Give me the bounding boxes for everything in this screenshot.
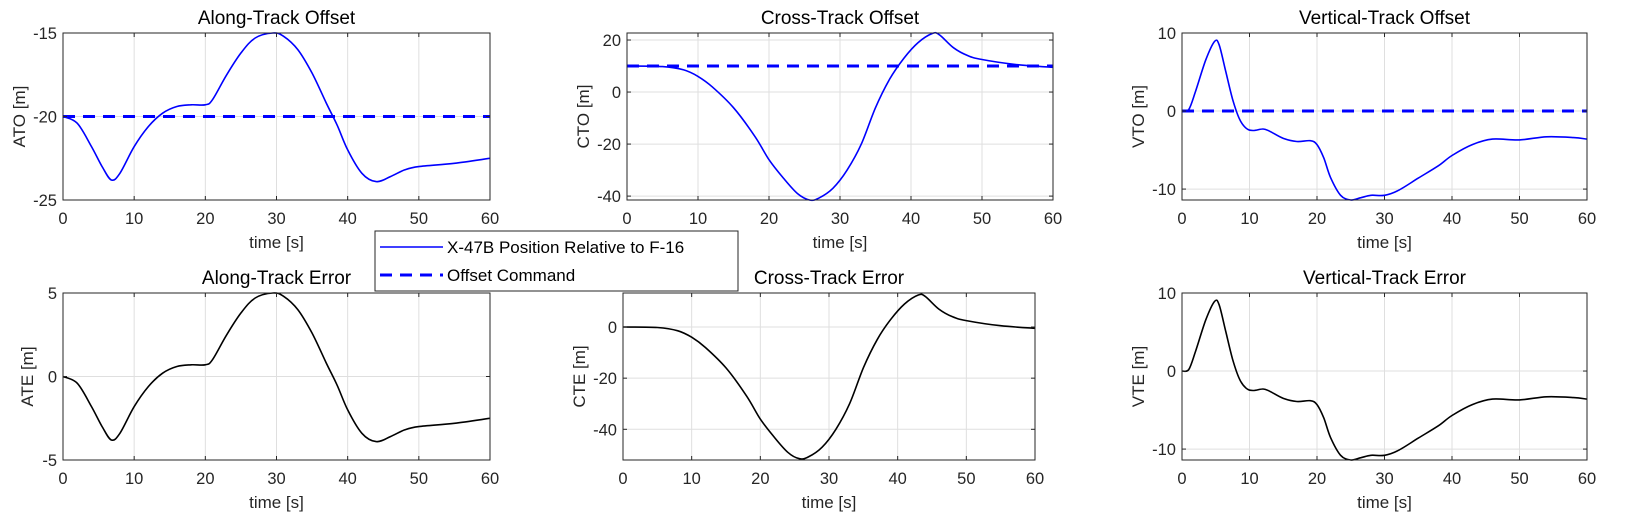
x-tick-label: 20: [751, 470, 769, 488]
subplot-1: 0 10 20 30 40 50 60 -25 -20 -15 Along-Track Offset…: [10, 8, 499, 252]
x-tick-label: 50: [410, 470, 428, 488]
series-line: [627, 31, 1053, 202]
x-tick-label: 40: [338, 470, 356, 488]
x-axis-label: time [s]: [802, 493, 857, 512]
x-tick-label: 0: [58, 470, 67, 488]
series-line: [1182, 299, 1587, 461]
y-tick-label: 0: [608, 319, 617, 337]
x-tick-label: 40: [338, 210, 356, 228]
x-tick-label: 50: [957, 470, 975, 488]
y-axis-label: CTO [m]: [574, 85, 593, 149]
subplot-title: Cross-Track Offset: [761, 8, 920, 29]
x-tick-label: 30: [1375, 210, 1393, 228]
x-tick-label: 60: [1044, 210, 1062, 228]
x-tick-label: 50: [973, 210, 991, 228]
subplot-title: Vertical-Track Offset: [1299, 8, 1471, 29]
x-axis-label: time [s]: [1357, 493, 1412, 512]
series-line: [623, 293, 1035, 460]
x-tick-label: 10: [682, 470, 700, 488]
series-line: [1182, 39, 1587, 201]
y-tick-label: 5: [48, 285, 57, 303]
subplot-title: Along-Track Error: [202, 268, 352, 289]
x-tick-label: 40: [1443, 470, 1461, 488]
y-axis-label: ATE [m]: [18, 346, 37, 406]
x-axis-label: time [s]: [813, 233, 868, 252]
y-axis-label: CTE [m]: [570, 345, 589, 407]
y-tick-label: -20: [593, 370, 617, 388]
x-tick-label: 60: [481, 470, 499, 488]
x-tick-label: 60: [1578, 210, 1596, 228]
y-tick-label: 0: [1167, 103, 1176, 121]
x-tick-label: 60: [1026, 470, 1044, 488]
x-tick-label: 50: [410, 210, 428, 228]
legend: X-47B Position Relative to F-16 Offset C…: [374, 230, 739, 292]
x-tick-label: 10: [1240, 210, 1258, 228]
x-tick-label: 50: [1510, 470, 1528, 488]
x-axis-label: time [s]: [249, 493, 304, 512]
subplot-2: 0 10 20 30 40 50 60 -40 -20 0 20 Cross-Track Offset…: [574, 8, 1062, 252]
y-tick-label: -10: [1152, 181, 1176, 199]
x-tick-label: 40: [1443, 210, 1461, 228]
y-axis-label: VTO [m]: [1129, 85, 1148, 148]
x-tick-label: 60: [481, 210, 499, 228]
y-tick-label: -25: [33, 192, 57, 210]
x-tick-label: 40: [888, 470, 906, 488]
y-tick-label: -20: [597, 136, 621, 154]
x-tick-label: 30: [831, 210, 849, 228]
x-tick-label: 30: [1375, 470, 1393, 488]
x-tick-label: 0: [58, 210, 67, 228]
y-tick-label: -15: [33, 25, 57, 43]
y-tick-label: -40: [593, 421, 617, 439]
x-tick-label: 30: [820, 470, 838, 488]
y-tick-label: -10: [1152, 441, 1176, 459]
subplot-title: Along-Track Offset: [198, 8, 356, 29]
series-line: [63, 32, 490, 183]
y-tick-label: -5: [42, 452, 57, 470]
y-tick-label: 0: [1167, 363, 1176, 381]
x-tick-label: 40: [902, 210, 920, 228]
x-axis-label: time [s]: [249, 233, 304, 252]
x-tick-label: 10: [1240, 470, 1258, 488]
x-tick-label: 0: [1177, 470, 1186, 488]
y-tick-label: -20: [33, 109, 57, 127]
legend-label-command: Offset Command: [447, 266, 575, 285]
y-tick-label: 0: [48, 369, 57, 387]
legend-label-position: X-47B Position Relative to F-16: [447, 238, 684, 257]
x-tick-label: 10: [125, 470, 143, 488]
series-line: [63, 292, 490, 443]
x-tick-label: 0: [618, 470, 627, 488]
x-tick-label: 10: [125, 210, 143, 228]
x-axis-label: time [s]: [1357, 233, 1412, 252]
y-axis-label: VTE [m]: [1129, 346, 1148, 407]
x-tick-label: 30: [267, 210, 285, 228]
x-tick-label: 10: [689, 210, 707, 228]
y-tick-label: 20: [603, 32, 621, 50]
x-tick-label: 20: [1308, 470, 1326, 488]
x-tick-label: 20: [196, 210, 214, 228]
y-axis-label: ATO [m]: [10, 86, 29, 148]
x-tick-label: 0: [1177, 210, 1186, 228]
x-tick-label: 50: [1510, 210, 1528, 228]
x-tick-label: 20: [760, 210, 778, 228]
y-tick-label: 10: [1158, 25, 1176, 43]
x-tick-label: 0: [622, 210, 631, 228]
subplot-title: Cross-Track Error: [754, 268, 905, 289]
x-tick-label: 20: [196, 470, 214, 488]
legend-box: [374, 230, 739, 292]
y-tick-label: 0: [612, 84, 621, 102]
x-tick-label: 60: [1578, 470, 1596, 488]
y-tick-label: 10: [1158, 285, 1176, 303]
x-tick-label: 20: [1308, 210, 1326, 228]
x-tick-label: 30: [267, 470, 285, 488]
subplot-title: Vertical-Track Error: [1303, 268, 1467, 289]
subplot-5: 0 10 20 30 40 50 60 -40 -20 0 Cross-Track Error tim…: [570, 268, 1044, 512]
y-tick-label: -40: [597, 188, 621, 206]
